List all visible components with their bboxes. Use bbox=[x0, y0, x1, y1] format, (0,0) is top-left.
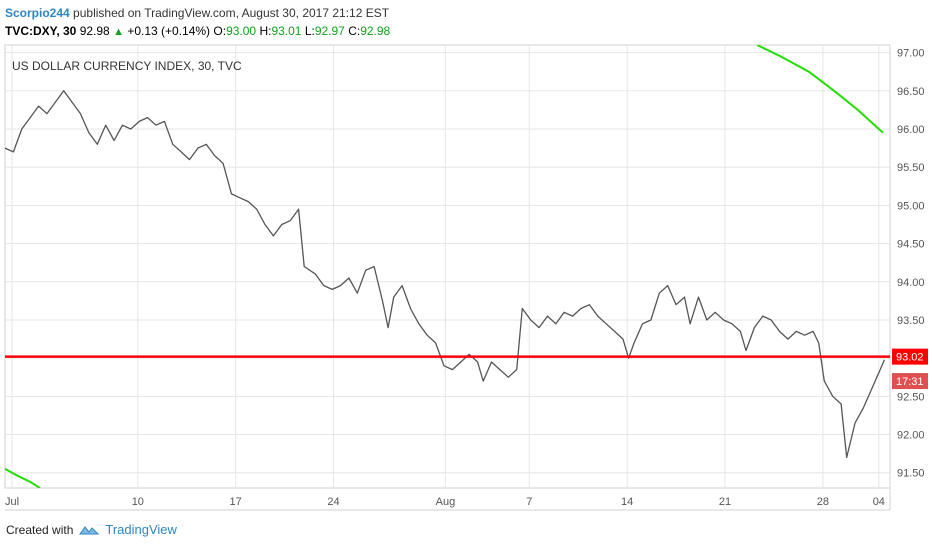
y-tick-label: 94.00 bbox=[897, 277, 925, 289]
up-triangle-icon: ▲ bbox=[113, 26, 124, 38]
x-tick-label: Jul bbox=[5, 496, 19, 508]
tradingview-brand[interactable]: TradingView bbox=[105, 522, 177, 537]
price-tag-label: 93.02 bbox=[896, 352, 924, 364]
footer: Created with TradingView bbox=[6, 522, 177, 537]
price-tag-bg bbox=[892, 348, 928, 365]
low-label: L: bbox=[304, 24, 315, 38]
y-tick-label: 93.50 bbox=[897, 315, 925, 327]
x-tick-label: 14 bbox=[621, 496, 633, 508]
author-link[interactable]: Scorpio244 bbox=[5, 6, 70, 20]
y-tick-label: 95.00 bbox=[897, 200, 925, 212]
y-tick-label: 91.50 bbox=[897, 468, 925, 480]
time-tag-bg bbox=[892, 373, 928, 390]
green-curve-bottom bbox=[5, 468, 41, 488]
created-with-text: Created with bbox=[6, 522, 74, 537]
x-tick-label: 24 bbox=[327, 496, 339, 508]
time-tag-label: 17:31 bbox=[896, 376, 924, 388]
chart-title: US DOLLAR CURRENCY INDEX, 30, TVC bbox=[12, 59, 242, 73]
x-tick-label: 21 bbox=[719, 496, 731, 508]
y-tick-label: 96.50 bbox=[897, 86, 925, 98]
x-tick-label: 28 bbox=[817, 496, 829, 508]
change-value: +0.13 (+0.14%) bbox=[127, 24, 211, 38]
close-value: 92.98 bbox=[360, 24, 391, 38]
x-tick-label: 7 bbox=[526, 496, 532, 508]
plot-series bbox=[5, 45, 885, 488]
high-label: H: bbox=[259, 24, 272, 38]
y-tick-label: 94.50 bbox=[897, 239, 925, 251]
x-tick-label: 04 bbox=[873, 496, 885, 508]
green-curve-top bbox=[756, 45, 884, 134]
publisher-line: Scorpio244 published on TradingView.com,… bbox=[5, 4, 390, 22]
ohlc-line: TVC:DXY, 30 92.98 ▲ +0.13 (+0.14%) O:93.… bbox=[5, 22, 390, 41]
y-tick-label: 96.00 bbox=[897, 124, 925, 136]
chart-header: Scorpio244 published on TradingView.com,… bbox=[5, 4, 390, 41]
price-series-line bbox=[5, 90, 885, 459]
close-label: C: bbox=[348, 24, 361, 38]
x-tick-label: 10 bbox=[132, 496, 144, 508]
high-value: 93.01 bbox=[271, 24, 302, 38]
symbol-label: TVC:DXY, 30 bbox=[5, 24, 77, 38]
open-label: O: bbox=[213, 24, 227, 38]
x-tick-label: Aug bbox=[436, 496, 456, 508]
open-value: 93.00 bbox=[226, 24, 257, 38]
y-tick-label: 97.00 bbox=[897, 48, 925, 60]
tradingview-logo-icon bbox=[79, 525, 100, 534]
last-price: 92.98 bbox=[79, 24, 110, 38]
published-text: published on TradingView.com, August 30,… bbox=[73, 6, 390, 20]
x-tick-label: 17 bbox=[230, 496, 242, 508]
plot-area bbox=[4, 44, 891, 489]
y-tick-label: 92.00 bbox=[897, 430, 925, 442]
y-tick-label: 92.50 bbox=[897, 391, 925, 403]
low-value: 92.97 bbox=[314, 24, 345, 38]
y-tick-label: 95.50 bbox=[897, 162, 925, 174]
